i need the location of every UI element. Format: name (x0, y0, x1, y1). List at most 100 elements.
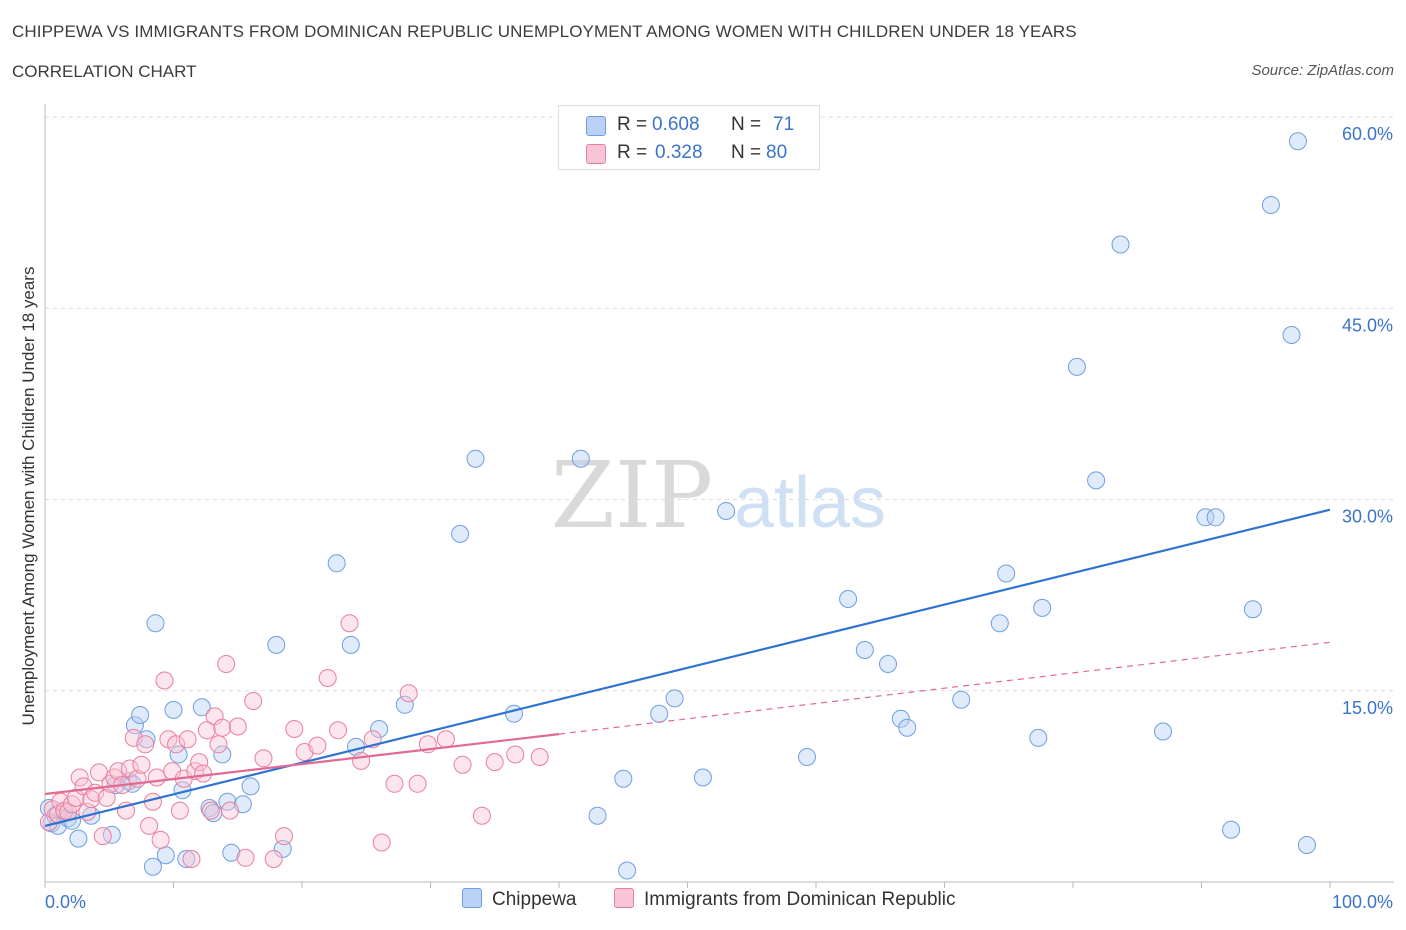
dominican-point (506, 745, 525, 764)
chippewa-point (192, 698, 211, 717)
correlation-legend: R = 0.608 N = 71 R = 0.328 N = 80 (558, 105, 820, 170)
chippewa-point (665, 689, 684, 708)
chippewa-point (143, 857, 162, 876)
dominican-point (244, 692, 263, 710)
chippewa-point (370, 720, 389, 738)
chippewa-point (505, 704, 523, 723)
dominican-point (201, 801, 220, 820)
y-axis-label: Unemployment Among Women with Children U… (19, 267, 38, 726)
chippewa-point (693, 768, 712, 787)
chippewa-point (898, 718, 917, 737)
dominican-point (132, 755, 151, 774)
chippewa-point (1154, 722, 1172, 741)
bottom-legend-dominican: Immigrants from Dominican Republic (614, 888, 956, 911)
chippewa-point (614, 769, 633, 788)
chippewa-point (855, 641, 874, 659)
legend-r-label: R = (617, 142, 648, 163)
dominican-point (217, 655, 236, 673)
dominican-point (329, 721, 347, 740)
chippewa-point (1033, 598, 1052, 617)
dominican-point (399, 684, 418, 703)
dominican-point (318, 669, 337, 687)
legend-n-value-chippewa: 71 (773, 114, 795, 135)
dominican-point (194, 764, 213, 783)
grid-lines (45, 116, 1394, 692)
dominican-point (209, 735, 228, 754)
chippewa-point (798, 748, 816, 766)
chippewa-point (213, 745, 232, 764)
chippewa-point (1111, 235, 1130, 254)
dominican-point (408, 774, 427, 793)
dominican-point (170, 801, 189, 820)
chippewa-point (717, 502, 736, 520)
dominican-point (197, 721, 216, 740)
chippewa-point (1288, 132, 1307, 151)
dominican-point (485, 753, 504, 772)
chippewa-point (1206, 508, 1225, 527)
dominican-point (385, 774, 404, 793)
x-tick-label: 100.0% (1332, 892, 1393, 912)
dominican-point (178, 730, 197, 749)
legend-row-chippewa: R = 0.608 N = 71 (559, 111, 819, 139)
chippewa-point (102, 825, 121, 844)
chippewa-point (1297, 836, 1316, 854)
chippewa-point (997, 564, 1016, 583)
dominican-point (190, 753, 209, 772)
chippewa-point (156, 846, 175, 865)
dominican-point (93, 827, 112, 846)
dominican-point (275, 827, 293, 846)
chippewa-point (466, 449, 485, 468)
bottom-legend-label-dominican: Immigrants from Dominican Republic (644, 889, 956, 910)
dominican-trend-extension (558, 641, 1331, 735)
y-tick-label: 15.0% (1342, 698, 1393, 718)
dominican-point (136, 735, 155, 754)
tick-labels: 15.0% 30.0% 45.0% 60.0% 0.0% 100.0% Unemployme… (19, 124, 1393, 912)
y-tick-label: 60.0% (1342, 124, 1393, 144)
chippewa-point (273, 839, 292, 858)
dominican-point (182, 850, 201, 868)
watermark: ZIP atlas (551, 442, 886, 549)
dominican-point (140, 816, 159, 835)
bottom-legend-swatch-dominican (614, 888, 634, 908)
chippewa-point (395, 695, 414, 714)
dominican-point (213, 718, 232, 737)
legend-row-dominican: R = 0.328 N = 80 (559, 139, 819, 167)
chippewa-point (891, 709, 910, 728)
dominican-point (264, 850, 283, 868)
dominican-point (147, 768, 166, 787)
chippewa-point (650, 704, 669, 723)
chippewa-point (1243, 600, 1262, 619)
dominican-point (228, 717, 247, 736)
dominican-point (254, 749, 273, 768)
dominican-point (236, 848, 255, 867)
bottom-legend-label-chippewa: Chippewa (492, 889, 577, 910)
chippewa-point (241, 777, 260, 796)
chippewa-point (618, 861, 637, 880)
chippewa-point (69, 829, 88, 848)
dominican-point (43, 800, 62, 819)
dominican-point (453, 755, 472, 774)
watermark-zip: ZIP (551, 442, 713, 549)
legend-n-label: N = (731, 114, 762, 135)
bottom-legend-swatch-chippewa (462, 888, 482, 908)
dominican-point (167, 735, 186, 754)
chippewa-point (839, 590, 858, 608)
legend-r-label: R = (617, 114, 648, 135)
chippewa-point (952, 690, 971, 709)
legend-r-value-dominican: 0.328 (655, 142, 703, 163)
chippewa-point (1029, 728, 1048, 747)
legend-n-value-dominican: 80 (766, 142, 788, 163)
dominican-point (124, 728, 143, 747)
dominican-point (530, 748, 549, 766)
dominican-point (352, 751, 371, 770)
dominican-point (472, 806, 491, 825)
legend-r-value-chippewa: 0.608 (652, 114, 700, 135)
chippewa-point (451, 524, 470, 543)
axes (44, 104, 1394, 888)
chippewa-point (327, 554, 346, 573)
chart-title: CHIPPEWA VS IMMIGRANTS FROM DOMINICAN RE… (12, 22, 1077, 41)
chippewa-point (131, 706, 150, 724)
chippewa-point (1261, 196, 1280, 214)
dominican-point (436, 730, 455, 749)
